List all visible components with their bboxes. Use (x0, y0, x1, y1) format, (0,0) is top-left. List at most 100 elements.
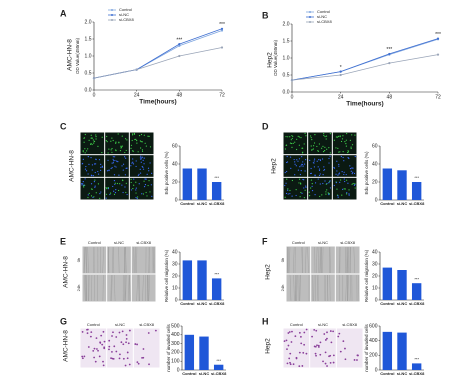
cell-dot (318, 143, 320, 145)
scratch-texture (289, 274, 292, 302)
cell-dot (344, 358, 347, 361)
bar (199, 336, 209, 370)
cell-dot (324, 146, 326, 148)
cell-dot (339, 350, 342, 353)
cell-dot (115, 166, 117, 168)
cell-dot (332, 361, 335, 364)
cell-dot (112, 162, 114, 164)
cell-dot (148, 363, 150, 366)
series-line (291, 38, 439, 81)
scratch-texture (102, 246, 104, 274)
cell-dot (124, 174, 126, 176)
micrograph (105, 132, 129, 155)
cell-dot (81, 355, 84, 358)
cell-dot (135, 181, 137, 183)
scratch-texture (322, 246, 324, 274)
cell-dot (308, 195, 311, 197)
cell-dot (125, 182, 127, 184)
cell-dot (303, 143, 305, 145)
cell-dot (112, 158, 114, 160)
cell-dot (93, 356, 96, 359)
cell-dot (300, 191, 302, 194)
scratch-texture (111, 274, 113, 302)
scratch-texture (129, 274, 131, 302)
micrograph (283, 328, 310, 368)
cell-dot (313, 142, 316, 144)
cell-dot (291, 330, 293, 333)
cell-dot (300, 165, 302, 167)
cell-dot (302, 178, 304, 181)
cell-dot (113, 345, 116, 348)
row-label: AMC-HN-8 (63, 330, 70, 362)
y-tick-label: 0 (375, 297, 378, 303)
cell-dot (81, 163, 83, 165)
cell-dot (310, 179, 313, 181)
micrograph (332, 132, 357, 155)
cell-dot (315, 329, 318, 332)
scratch-texture (136, 274, 138, 302)
cell-dot (139, 157, 141, 159)
cell-dot (115, 141, 117, 143)
cell-dot (122, 357, 125, 360)
cell-dot (329, 354, 332, 357)
cell-dot (335, 136, 337, 138)
cell-dot (299, 173, 301, 176)
cell-dot (341, 138, 344, 140)
cell-dot (96, 348, 98, 350)
cell-dot (128, 363, 131, 366)
cell-dot (328, 157, 330, 160)
y-tick-label: 20 (372, 273, 378, 279)
cell-dot (113, 190, 115, 192)
series-line (291, 54, 439, 81)
cell-dot (102, 364, 105, 367)
x-tick-label: si-CBX8 (209, 201, 225, 206)
cell-dot (122, 191, 124, 194)
cell-dot (97, 145, 99, 147)
cell-dot (302, 151, 304, 153)
cell-dot (314, 194, 316, 196)
cell-dot (351, 183, 353, 185)
cell-dot (93, 140, 96, 143)
cell-dot (344, 188, 346, 190)
scratch-texture (123, 274, 126, 302)
cell-dot (115, 142, 117, 144)
cell-dot (349, 165, 351, 167)
cell-dot (108, 345, 111, 348)
cell-dot (295, 165, 297, 167)
cell-dot (319, 195, 321, 198)
x-tick-label: 0 (93, 92, 96, 98)
cell-dot (324, 136, 326, 138)
cell-dot (285, 161, 288, 164)
micrograph (336, 328, 363, 368)
cell-dot (137, 151, 139, 153)
cell-dot (97, 170, 99, 173)
cell-dot (144, 142, 146, 144)
cell-dot (323, 166, 325, 168)
bar (211, 278, 222, 300)
cell-dot (297, 135, 299, 137)
y-tick-label: 60 (172, 143, 178, 149)
x-tick-label: Control (182, 371, 196, 376)
cell-dot (131, 139, 133, 142)
micrograph (107, 274, 131, 302)
y-tick-label: 100 (171, 359, 180, 365)
x-tick-label: 24 (134, 92, 140, 98)
cell-dot (106, 188, 108, 190)
x-tick-label: si-CBX8 (409, 201, 425, 206)
y-axis-label: Edu positive cells (%) (364, 151, 369, 195)
cell-dot (317, 346, 320, 348)
y-tick-label: 0.5 (85, 70, 92, 76)
panel-letter: F (262, 236, 268, 246)
scratch-texture (347, 274, 349, 302)
cell-dot (99, 342, 102, 344)
cell-dot (106, 170, 109, 172)
micrograph (80, 328, 107, 368)
bar (213, 364, 224, 370)
cell-dot (347, 182, 349, 184)
cell-dot (122, 169, 124, 171)
cell-dot (321, 194, 323, 196)
cell-dot (112, 156, 114, 158)
cell-dot (118, 142, 120, 144)
cell-dot (298, 365, 301, 368)
cell-dot (299, 182, 302, 184)
